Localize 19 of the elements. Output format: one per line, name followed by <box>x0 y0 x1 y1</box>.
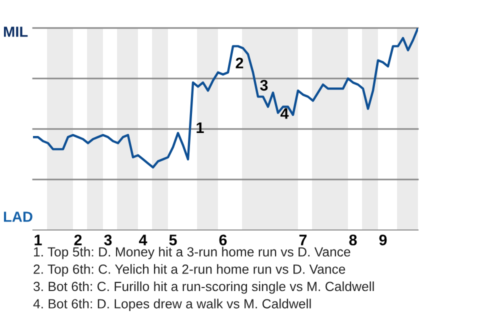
x-tick-label: 1 <box>34 234 42 246</box>
text: LAD <box>4 212 32 222</box>
x-tick-label: 2 <box>74 234 82 246</box>
x-tick-label: 3 <box>104 234 112 246</box>
x-tick-label: 6 <box>219 234 227 246</box>
x-tick-label: 5 <box>169 234 177 246</box>
annotation: 3 <box>260 80 268 91</box>
annotation: 4 <box>280 108 289 119</box>
text: MIL <box>4 26 28 37</box>
text: 1. Top 5th: D. Money hit a 3-run home run vs D. Vance <box>34 246 350 260</box>
text: 2. Top 6th: C. Yelich hit a 2-run home run vs D. Vance <box>34 264 346 276</box>
x-tick-label: 8 <box>349 234 357 246</box>
annotation: 1 <box>196 122 204 133</box>
x-tick-label: 4 <box>138 234 148 246</box>
text: 4. Bot 6th: D. Lopes drew a walk vs M. Caldwell <box>33 298 311 312</box>
text: 3. Bot 6th: C. Furillo hit a run-scoring single vs M. Caldwell <box>34 281 374 294</box>
annotation: 2 <box>236 58 244 68</box>
x-tick-label: 7 <box>299 234 307 246</box>
x-tick-label: 9 <box>379 234 387 246</box>
